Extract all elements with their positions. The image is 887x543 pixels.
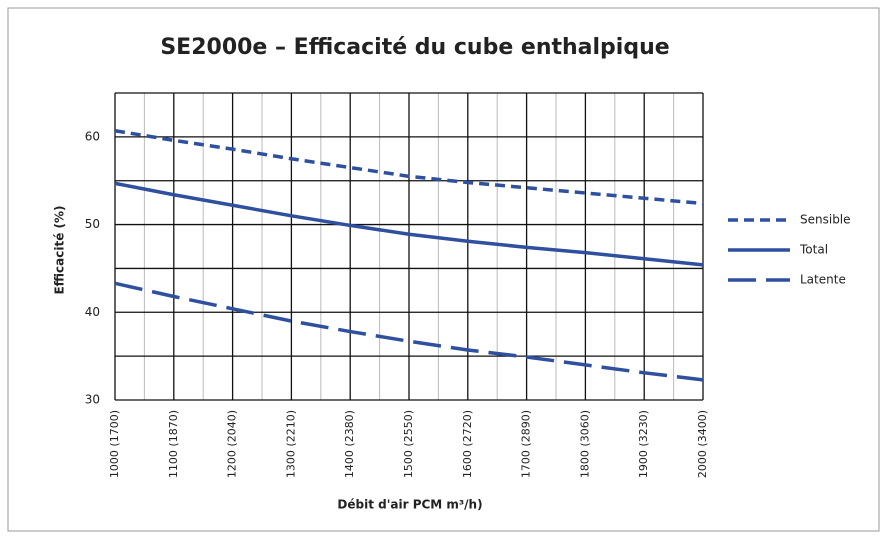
x-tick-label: 1400 (2380) [343, 410, 356, 478]
legend-label: Total [799, 243, 828, 257]
y-tick-label: 60 [85, 129, 100, 143]
line-series [114, 128, 704, 206]
y-tick-label: 30 [85, 393, 100, 407]
y-tick-label: 40 [85, 305, 100, 319]
line-series [114, 181, 704, 267]
legend-label: Latente [800, 273, 846, 287]
y-tick-label: 50 [85, 217, 100, 231]
x-axis-label: Débit d'air PCM m³/h) [337, 498, 482, 512]
chart-title: SE2000e – Efficacité du cube enthalpique [160, 35, 669, 60]
x-tick-label: 1900 (3230) [637, 410, 650, 478]
x-tick-label: 1700 (2890) [520, 410, 533, 478]
y-axis-label: Efficacité (%) [53, 205, 67, 294]
x-tick-label: 1500 (2550) [402, 410, 415, 478]
x-tick-label: 1200 (2040) [226, 410, 239, 478]
x-tick-label: 1100 (1870) [167, 410, 180, 478]
legend-label: Sensible [800, 213, 851, 227]
x-tick-label: 2000 (3400) [696, 410, 709, 478]
x-tick-label: 1600 (2720) [461, 410, 474, 478]
frame [7, 7, 880, 532]
x-tick-label: 1000 (1700) [108, 410, 121, 478]
x-tick-label: 1300 (2210) [284, 410, 297, 478]
x-tick-label: 1800 (3060) [578, 410, 591, 478]
line-series [114, 281, 704, 382]
